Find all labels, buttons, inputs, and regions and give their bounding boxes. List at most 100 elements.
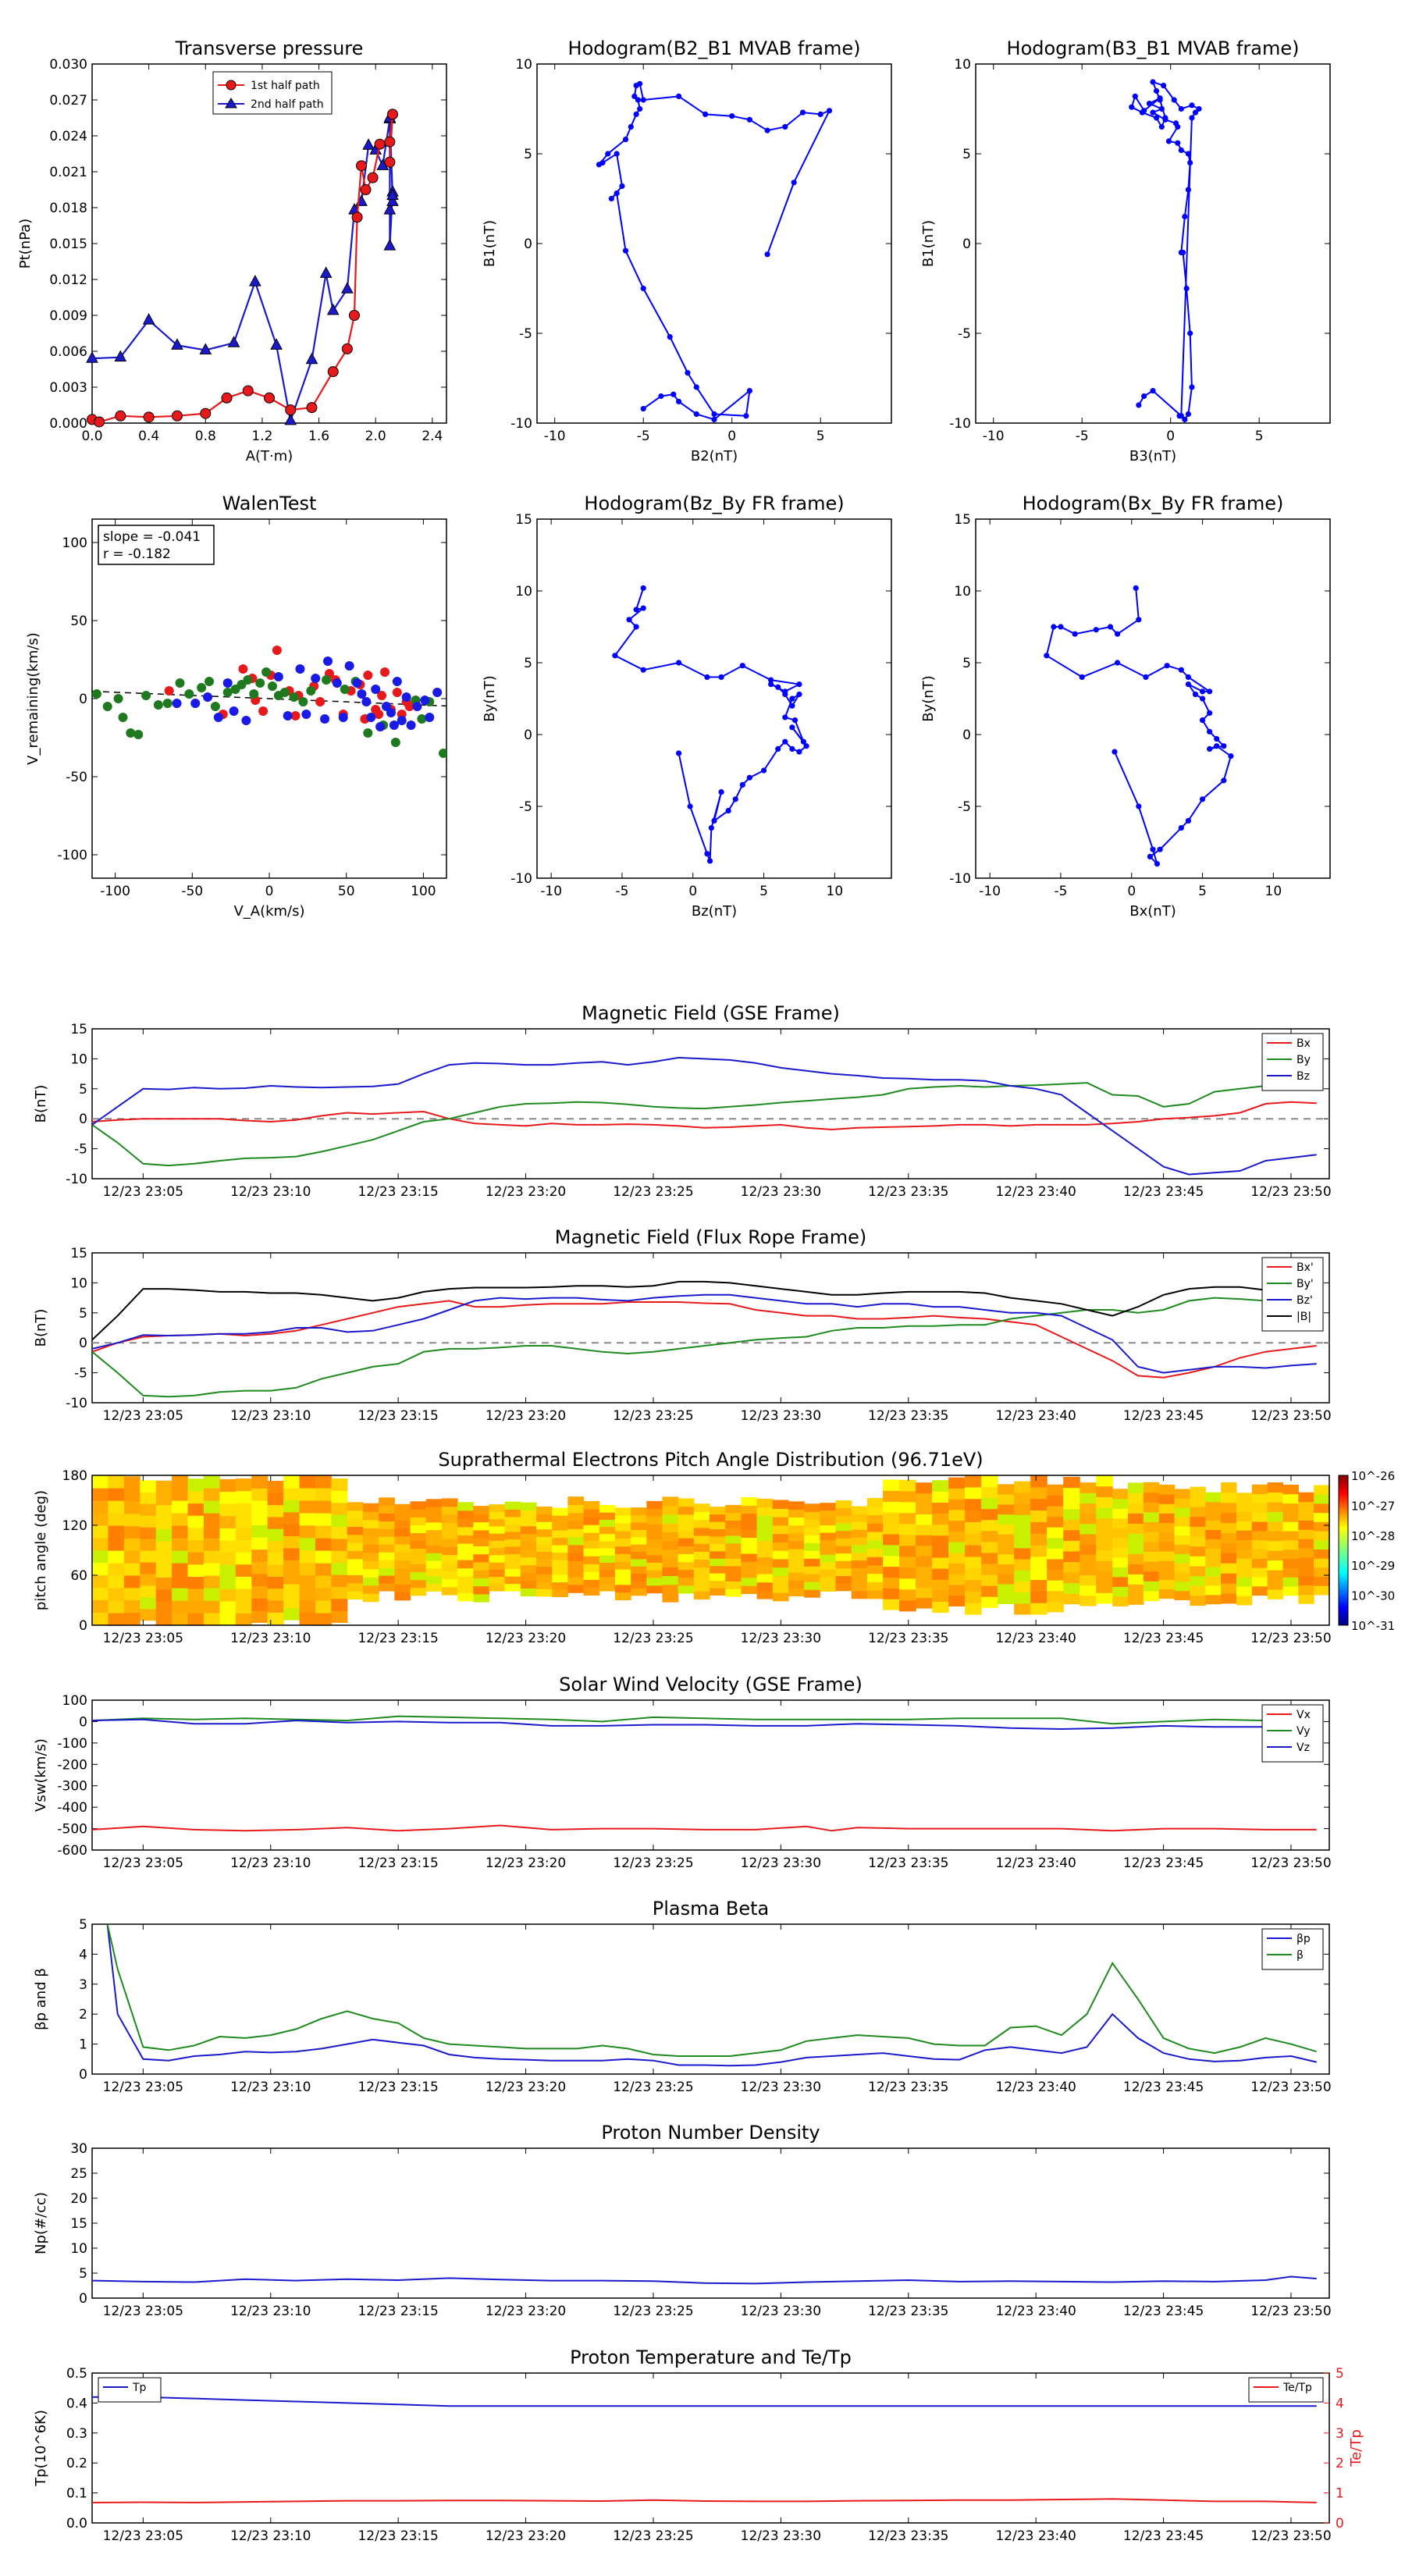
x-tick-label: 0	[265, 884, 274, 899]
heatmap-cell	[932, 1590, 949, 1602]
heatmap-cell	[219, 1528, 237, 1541]
y-tick-label: 5	[79, 1917, 87, 1933]
heatmap-cell	[172, 1488, 189, 1501]
x-tick-label: 12/23 23:10	[230, 1184, 311, 1200]
x-tick-label: 5	[1255, 429, 1264, 444]
heatmap-cell	[1030, 1533, 1048, 1546]
scatter-point	[162, 699, 173, 708]
heatmap-cell	[536, 1581, 553, 1589]
data-point	[221, 392, 233, 404]
series-line-	[106, 1924, 1317, 2057]
heatmap-cell	[1221, 1542, 1237, 1553]
heatmap-cell	[187, 1613, 205, 1626]
heatmap-cell	[155, 1517, 173, 1530]
scatter-point	[92, 689, 101, 699]
data-point	[305, 352, 318, 365]
heatmap-cell	[1282, 1549, 1299, 1560]
heatmap-cell	[883, 1533, 900, 1546]
heatmap-cell	[379, 1528, 395, 1537]
x-tick-label: 12/23 23:50	[1250, 2528, 1331, 2544]
scatter-point	[320, 714, 330, 724]
heatmap-cell	[108, 1588, 125, 1601]
heatmap-cell	[441, 1546, 458, 1556]
heatmap-cell	[441, 1514, 458, 1523]
annotation-box	[98, 525, 215, 565]
heatmap-cell	[504, 1553, 521, 1562]
heatmap-cell	[883, 1566, 900, 1578]
heatmap-cell	[1190, 1595, 1206, 1606]
heatmap-cell	[1314, 1503, 1330, 1514]
heatmap-cell	[299, 1500, 316, 1514]
y-tick-label: -400	[57, 1800, 87, 1816]
y-tick-label: 0	[79, 1714, 87, 1730]
heatmap-cell	[140, 1561, 157, 1574]
heatmap-cell	[693, 1574, 710, 1584]
chart-hodo-bxby: Hodogram(Bx_By FR frame)-10 -5 0 5 10-10-505…	[920, 493, 1331, 920]
heatmap-cell	[394, 1560, 411, 1569]
heatmap-cell	[552, 1545, 568, 1553]
heatmap-cell	[410, 1579, 427, 1589]
heatmap-cell	[1298, 1539, 1314, 1549]
heatmap-cell	[788, 1548, 805, 1557]
y-tick-label: 5	[524, 656, 532, 671]
heatmap-cell	[235, 1539, 252, 1553]
x-tick-label: 12/23 23:25	[613, 1408, 693, 1424]
heatmap-cell	[187, 1600, 205, 1614]
heatmap-cell	[251, 1585, 269, 1599]
heatmap-cell	[866, 1557, 884, 1566]
heatmap-cell	[583, 1517, 600, 1525]
heatmap-cell	[599, 1512, 616, 1520]
heatmap-cell	[820, 1576, 837, 1585]
heatmap-cell	[1282, 1558, 1299, 1568]
series-line-te-tp	[91, 2498, 1317, 2503]
colorbar-tick-label: 10^-28	[1351, 1529, 1395, 1543]
y-axis-label: Vsw(km/s)	[33, 1738, 49, 1812]
heatmap-cell	[883, 1501, 900, 1513]
heatmap-cell	[662, 1540, 679, 1550]
heatmap-cell	[347, 1534, 364, 1543]
heatmap-cell	[1143, 1590, 1160, 1602]
heatmap-cell	[123, 1563, 140, 1576]
y-axis-label: B(nT)	[33, 1309, 49, 1347]
heatmap-cell	[123, 1599, 140, 1614]
scatter-point	[290, 711, 301, 720]
heatmap-cell	[441, 1554, 458, 1564]
hodogram-point	[1175, 140, 1181, 146]
heatmap-cell	[1314, 1549, 1330, 1559]
heatmap-cell	[457, 1592, 474, 1602]
heatmap-cell	[504, 1501, 521, 1510]
hodogram-point	[1162, 115, 1168, 121]
heatmap-cell	[1143, 1482, 1160, 1493]
x-tick-label: 12/23 23:25	[613, 2304, 693, 2319]
heatmap-cell	[203, 1488, 221, 1501]
scatter-point	[175, 678, 185, 688]
heatmap-cell	[756, 1573, 774, 1583]
heatmap-cell	[235, 1478, 252, 1492]
heatmap-cell	[504, 1531, 521, 1539]
scatter-point	[392, 677, 402, 686]
heatmap-cell	[1174, 1498, 1191, 1508]
heatmap-cell	[835, 1567, 852, 1577]
heatmap-cell	[725, 1528, 742, 1536]
y2-tick-label: 2	[1336, 2456, 1344, 2471]
heatmap-cell	[108, 1600, 125, 1614]
heatmap-cell	[473, 1561, 490, 1571]
scatter-point	[371, 685, 381, 694]
y-axis-label: By(nT)	[920, 675, 937, 721]
hodogram-point	[640, 97, 646, 103]
series-line-value	[92, 2275, 1317, 2285]
x-tick-label: 12/23 23:30	[741, 1856, 821, 1871]
chart-mag-fr: Magnetic Field (Flux Rope Frame)12/23 23…	[33, 1226, 1332, 1424]
hodogram-point	[614, 190, 620, 197]
plot-frame	[91, 2372, 1330, 2524]
heatmap-cell	[678, 1585, 695, 1594]
y-tick-label: 5	[79, 1082, 87, 1098]
y-axis-label: pitch angle (deg)	[33, 1490, 49, 1610]
heatmap-cell	[567, 1568, 585, 1578]
heatmap-cell	[788, 1509, 805, 1518]
heatmap-cell	[1158, 1560, 1176, 1571]
heatmap-cell	[1014, 1603, 1031, 1615]
heatmap-cell	[614, 1553, 631, 1562]
heatmap-cell	[1251, 1521, 1268, 1532]
hodogram-point	[1107, 624, 1114, 630]
